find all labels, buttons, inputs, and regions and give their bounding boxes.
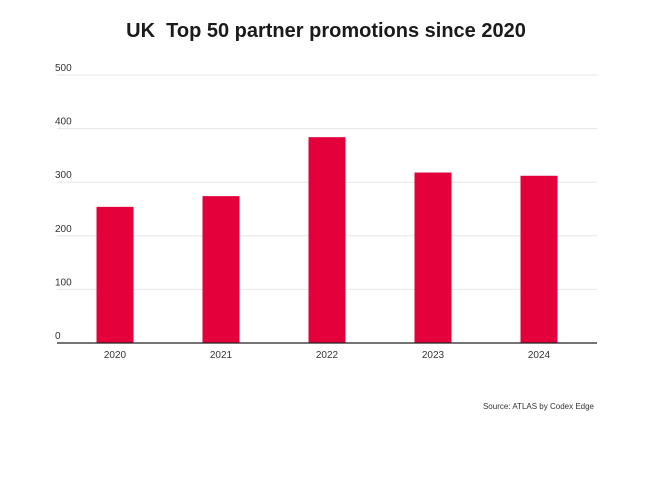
y-tick-label: 300	[55, 170, 72, 181]
x-axis-tick-labels: 2020 2021 2022 2023 2024	[104, 350, 551, 361]
x-tick-label: 2020	[104, 350, 127, 361]
y-axis-tick-labels: 0 100 200 300 400 500	[55, 63, 72, 342]
bar-2021	[202, 196, 240, 343]
bars	[96, 137, 558, 343]
source-note: Source: ATLAS by Codex Edge	[482, 402, 594, 411]
chart-title: UK Top 50 partner promotions since 2020	[126, 20, 526, 42]
y-tick-label: 100	[55, 277, 72, 288]
bar-2020	[96, 206, 134, 343]
y-tick-label: 0	[55, 331, 61, 342]
x-tick-label: 2021	[210, 350, 233, 361]
y-tick-label: 500	[55, 63, 72, 74]
x-tick-label: 2024	[528, 350, 551, 361]
x-tick-label: 2022	[316, 350, 339, 361]
bar-2022	[308, 137, 346, 343]
y-tick-label: 400	[55, 117, 72, 128]
bar-2023	[414, 172, 452, 343]
x-tick-label: 2023	[422, 350, 445, 361]
bar-2024	[520, 175, 558, 343]
y-tick-label: 200	[55, 224, 72, 235]
